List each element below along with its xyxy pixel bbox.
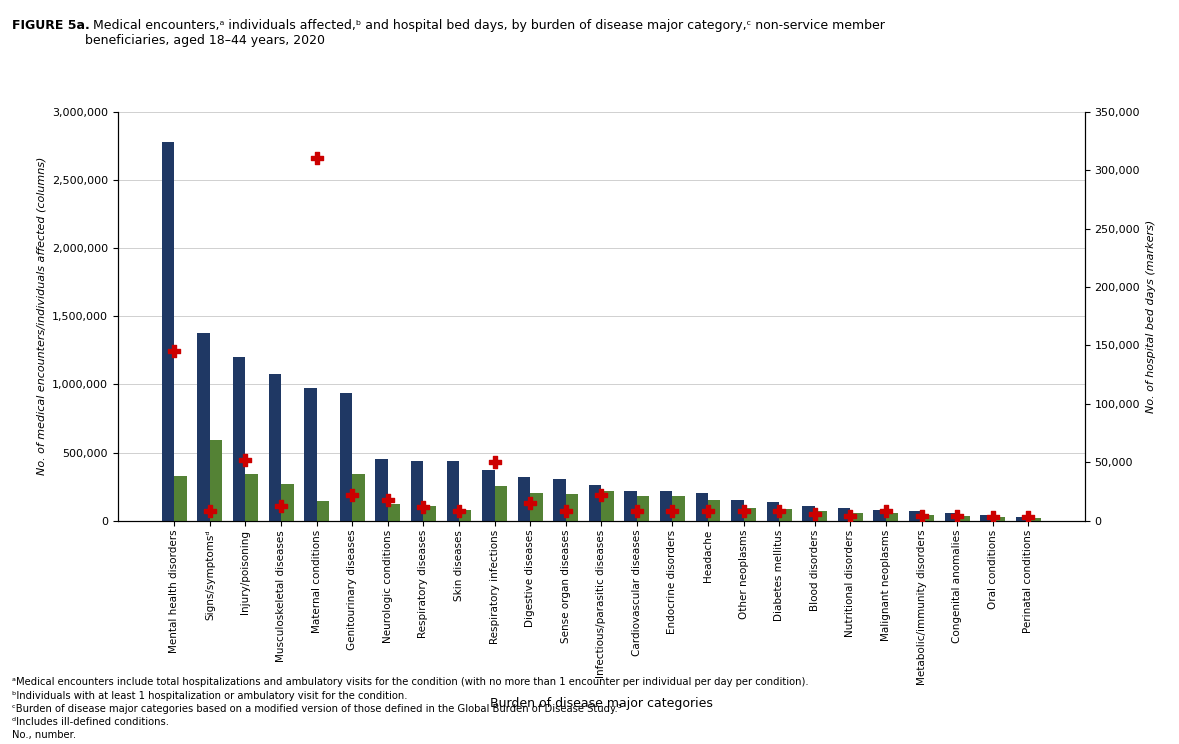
Bar [340, 393, 353, 521]
Bar [850, 513, 863, 521]
Bar [388, 504, 400, 521]
Bar [957, 516, 969, 521]
Bar [601, 492, 614, 521]
Bar [1028, 518, 1041, 521]
Bar [922, 515, 934, 521]
Bar [909, 511, 922, 521]
Y-axis label: No. of hospital bed days (markers): No. of hospital bed days (markers) [1146, 219, 1155, 413]
Bar [375, 459, 388, 521]
Bar [553, 479, 566, 521]
Bar [744, 508, 756, 521]
Bar [531, 493, 542, 521]
Bar [281, 484, 294, 521]
Bar [838, 508, 850, 521]
Bar [162, 141, 174, 521]
Bar [494, 486, 507, 521]
Bar [459, 510, 472, 521]
Y-axis label: No. of medical encounters/individuals affected (columns): No. of medical encounters/individuals af… [37, 157, 46, 475]
Bar [482, 469, 494, 521]
Bar [709, 500, 720, 521]
Bar [447, 461, 459, 521]
Bar [803, 506, 815, 521]
Bar [317, 501, 329, 521]
Bar [980, 516, 993, 521]
Bar [174, 476, 186, 521]
Bar [518, 477, 531, 521]
Text: Medical encounters,ᵃ individuals affected,ᵇ and hospital bed days, by burden of : Medical encounters,ᵃ individuals affecte… [85, 19, 884, 47]
Bar [625, 491, 637, 521]
Bar [815, 510, 828, 521]
Bar [672, 496, 685, 521]
Bar [269, 374, 281, 521]
Bar [731, 500, 744, 521]
Bar [993, 516, 1006, 521]
Bar [304, 388, 317, 521]
Bar [885, 513, 898, 521]
Bar [197, 333, 210, 521]
Bar [411, 461, 423, 521]
Bar [1016, 516, 1028, 521]
Bar [637, 496, 650, 521]
Bar [566, 494, 578, 521]
Text: FIGURE 5a.: FIGURE 5a. [12, 19, 90, 31]
Bar [944, 513, 957, 521]
Bar [779, 509, 791, 521]
Bar [874, 510, 885, 521]
Text: ᵃMedical encounters include total hospitalizations and ambulatory visits for the: ᵃMedical encounters include total hospit… [12, 678, 809, 740]
Bar [766, 501, 779, 521]
Bar [233, 357, 245, 521]
Bar [696, 493, 709, 521]
Text: Burden of disease major categories: Burden of disease major categories [489, 696, 713, 710]
Bar [210, 440, 223, 521]
Bar [245, 475, 258, 521]
Bar [588, 485, 601, 521]
Bar [660, 492, 672, 521]
Bar [423, 506, 436, 521]
Bar [353, 475, 364, 521]
